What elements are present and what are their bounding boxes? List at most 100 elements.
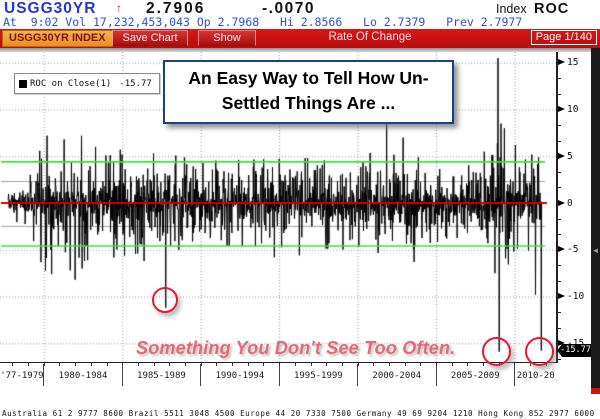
x-tick-separator [200, 364, 202, 386]
x-minor-tick [514, 362, 516, 366]
price-up-arrow-icon: ↑ [116, 1, 122, 15]
footer-line1: Australia 61 2 9777 8600 Brazil 5511 304… [2, 408, 595, 418]
x-tick-separator [357, 364, 359, 386]
function-label: ROC [534, 1, 570, 17]
annotation-box[interactable]: An Easy Way to Tell How Un- Settled Thin… [163, 60, 454, 124]
price-change: -.0070 [262, 0, 315, 17]
annotation-circle[interactable] [152, 286, 179, 313]
x-minor-tick [232, 362, 234, 366]
x-minor-tick [467, 362, 469, 366]
y-tick-arrow-icon [558, 199, 565, 206]
x-minor-tick [310, 362, 312, 366]
x-minor-tick [90, 362, 92, 366]
chart-toolbar: USGG30YR INDEX Save Chart Show Rate Of C… [0, 29, 600, 48]
save-chart-button[interactable]: Save Chart [112, 30, 188, 46]
y-tick-arrow-icon [558, 106, 565, 112]
x-axis-line [0, 361, 558, 363]
x-minor-tick [169, 362, 171, 366]
y-tick-label: 0 [567, 197, 573, 209]
x-tick-label: 2010-20 [516, 371, 555, 381]
y-minor-tick [556, 140, 561, 142]
x-minor-tick [263, 362, 265, 366]
x-minor-tick [200, 362, 202, 366]
y-tick-arrow-icon [558, 293, 565, 300]
x-minor-tick [279, 362, 281, 366]
y-tick-label: -5 [567, 244, 579, 256]
legend-label: ROC on Close(1) [30, 78, 112, 89]
x-tick-label: 1980-1984 [58, 371, 108, 381]
annotation-line2: Settled Things Are ... [221, 93, 396, 113]
last-price: 2.7906 [146, 0, 206, 17]
x-minor-tick [373, 362, 375, 366]
annotation-line1: An Easy Way to Tell How Un- [188, 68, 429, 88]
x-tick-label: '77-1979 [0, 371, 44, 381]
y-tick-label: 10 [567, 104, 579, 115]
x-minor-tick [43, 362, 45, 366]
y-tick-arrow-icon [558, 152, 565, 159]
security-tab[interactable]: USGG30YR INDEX [2, 30, 113, 47]
x-minor-tick [388, 362, 390, 366]
x-tick-separator [278, 364, 280, 386]
stats-line: At 9:02 Vol 17,232,453,043 Op 2.7968 Hi … [3, 15, 523, 29]
y-minor-tick [556, 327, 561, 329]
y-minor-tick [556, 93, 561, 95]
x-minor-tick [341, 362, 343, 366]
x-minor-tick [294, 362, 296, 366]
toolbar-title: Rate Of Change [328, 31, 412, 43]
y-tick-label: -15 [567, 337, 585, 349]
y-minor-tick [556, 280, 561, 282]
annotation-circle[interactable] [524, 336, 554, 366]
scrollbar-end-cap [591, 388, 600, 394]
legend-box[interactable]: ROC on Close(1) -15.77 [14, 73, 160, 94]
ticker-symbol: USGG30YR [4, 0, 97, 17]
x-tick-separator [43, 364, 45, 386]
y-tick-arrow-icon [558, 246, 565, 253]
y-minor-tick [556, 358, 561, 360]
x-minor-tick [420, 362, 422, 366]
y-tick-label: 15 [567, 57, 579, 69]
y-axis-spine [556, 52, 558, 362]
x-tick-separator [121, 364, 123, 386]
x-tick-label: 1995-1999 [293, 371, 343, 381]
annotation-circle[interactable] [481, 336, 511, 366]
x-minor-tick [436, 362, 438, 366]
y-minor-tick [556, 265, 561, 267]
x-tick-label: 2005-2009 [450, 371, 500, 381]
x-minor-tick [216, 362, 218, 366]
x-minor-tick [153, 362, 155, 366]
page-indicator[interactable]: Page 1/140 [530, 30, 597, 45]
x-minor-tick [137, 362, 139, 366]
footer: Australia 61 2 9777 8600 Brazil 5511 304… [2, 392, 600, 419]
x-minor-tick [247, 362, 249, 366]
x-tick-separator [513, 364, 515, 386]
x-minor-tick [122, 362, 124, 366]
x-minor-tick [530, 362, 532, 366]
splitter-arrow-icon[interactable]: ◄ [591, 246, 600, 255]
y-tick-arrow-icon [558, 339, 565, 346]
x-tick-label: 1990-1994 [215, 371, 265, 381]
x-tick-separator [435, 364, 437, 386]
toolbar-shadow [0, 48, 600, 52]
legend-swatch-icon [19, 79, 27, 88]
y-minor-tick [556, 125, 561, 127]
scrollbar[interactable] [591, 48, 600, 394]
y-tick-label: 5 [567, 150, 573, 162]
x-tick-label: 2000-2004 [372, 371, 422, 381]
x-minor-tick [12, 362, 14, 366]
x-minor-tick [75, 362, 77, 366]
x-minor-tick [483, 362, 485, 366]
x-minor-tick [59, 362, 61, 366]
legend-value: -15.77 [119, 78, 152, 89]
x-minor-tick [184, 362, 186, 366]
y-minor-tick [556, 187, 561, 189]
caption-text[interactable]: Something You Don't See Too Often. [136, 338, 456, 358]
y-minor-tick [556, 234, 561, 236]
y-tick-label: -10 [567, 291, 585, 303]
show-button[interactable]: Show [198, 30, 256, 46]
last-value-badge: -15.77 [557, 344, 594, 357]
y-minor-tick [556, 171, 561, 173]
x-minor-tick [357, 362, 359, 366]
y-tick-arrow-icon [558, 59, 565, 66]
y-minor-tick [556, 218, 561, 220]
